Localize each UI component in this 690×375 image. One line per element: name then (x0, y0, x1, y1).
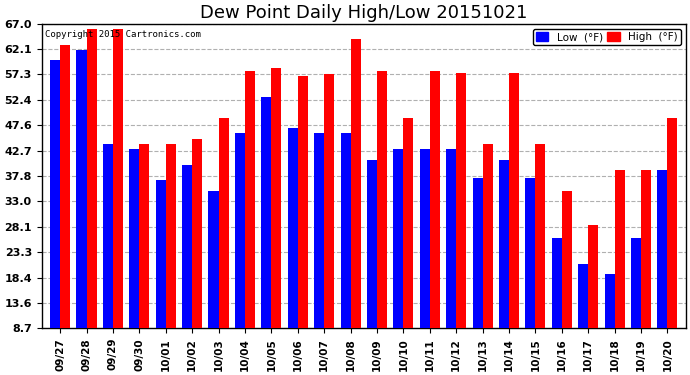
Bar (499, 159, 509, 328)
Bar (113, 29, 123, 328)
Bar (235, 134, 245, 328)
Bar (340, 134, 351, 328)
Bar (297, 76, 308, 328)
Bar (482, 144, 493, 328)
Bar (667, 118, 678, 328)
Bar (129, 149, 139, 328)
Title: Dew Point Daily High/Low 20151021: Dew Point Daily High/Low 20151021 (200, 4, 527, 22)
Bar (393, 149, 404, 328)
Bar (430, 71, 440, 328)
Bar (377, 71, 387, 328)
Bar (509, 74, 519, 328)
Bar (615, 170, 624, 328)
Bar (473, 178, 482, 328)
Bar (525, 178, 535, 328)
Bar (60, 45, 70, 328)
Bar (588, 225, 598, 328)
Bar (446, 149, 456, 328)
Text: Copyright 2015 Cartronics.com: Copyright 2015 Cartronics.com (45, 30, 201, 39)
Bar (631, 238, 641, 328)
Legend: Low  (°F), High  (°F): Low (°F), High (°F) (533, 29, 680, 45)
Bar (139, 144, 149, 328)
Bar (219, 118, 228, 328)
Bar (641, 170, 651, 328)
Bar (50, 60, 60, 328)
Bar (456, 74, 466, 328)
Bar (271, 68, 282, 328)
Bar (288, 128, 297, 328)
Bar (658, 170, 667, 328)
Bar (578, 264, 588, 328)
Bar (156, 180, 166, 328)
Bar (103, 144, 113, 328)
Bar (404, 118, 413, 328)
Bar (324, 74, 334, 328)
Bar (77, 50, 86, 328)
Bar (535, 144, 545, 328)
Bar (604, 274, 615, 328)
Bar (314, 134, 324, 328)
Bar (562, 191, 572, 328)
Bar (86, 29, 97, 328)
Bar (552, 238, 562, 328)
Bar (245, 71, 255, 328)
Bar (208, 191, 219, 328)
Bar (367, 159, 377, 328)
Bar (351, 39, 361, 328)
Bar (420, 149, 430, 328)
Bar (262, 97, 271, 328)
Bar (192, 139, 202, 328)
Bar (182, 165, 192, 328)
Bar (166, 144, 176, 328)
